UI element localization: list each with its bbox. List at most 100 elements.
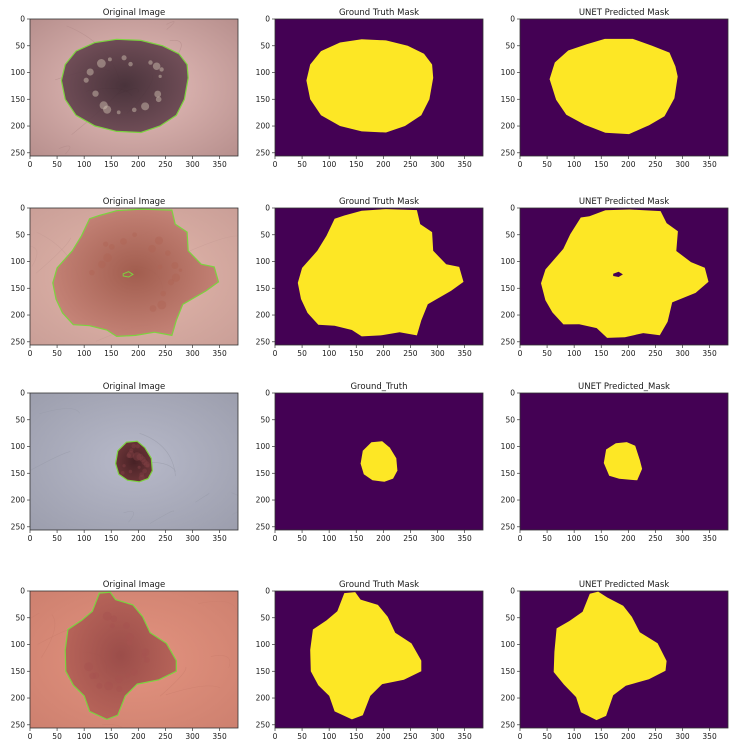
hair-strand: [139, 433, 176, 477]
y-tick-label: 200: [501, 694, 516, 703]
lesion-texture-spot: [116, 686, 123, 692]
lesion-texture-spot: [89, 672, 96, 680]
y-tick-label: 200: [256, 311, 271, 320]
x-tick-label: 150: [349, 349, 364, 358]
y-tick-label: 100: [256, 257, 271, 266]
lesion-texture-spot: [158, 74, 162, 79]
x-tick-label: 200: [131, 160, 146, 169]
lesion-texture-spot: [127, 451, 135, 459]
axes-frame: [274, 590, 484, 729]
y-tick-label: 150: [11, 469, 26, 478]
y-tick-label: 0: [510, 389, 515, 398]
x-tick-label: 0: [518, 349, 523, 358]
lesion-texture-spot: [130, 668, 138, 676]
y-tick-label: 50: [505, 415, 515, 424]
y-tick-label: 0: [20, 204, 25, 213]
y-tick-label: 250: [11, 148, 26, 157]
lesion-texture-spot: [92, 90, 99, 97]
x-tick-label: 350: [457, 160, 472, 169]
lesion-texture-spot: [138, 474, 145, 481]
lesion-texture-spot: [123, 622, 130, 630]
lesion-texture-spot: [159, 67, 164, 72]
lesion-texture-spot: [109, 623, 115, 629]
x-tick-label: 300: [185, 534, 200, 543]
lesion-texture-spot: [104, 681, 113, 691]
x-tick-label: 50: [52, 160, 62, 169]
x-tick-label: 200: [621, 534, 636, 543]
hair-strand: [232, 511, 238, 515]
x-tick-label: 100: [322, 160, 337, 169]
y-tick-label: 50: [505, 613, 515, 622]
x-tick-label: 300: [675, 349, 690, 358]
y-tick-label: 50: [505, 41, 515, 50]
y-tick-label: 200: [11, 122, 26, 131]
x-tick-label: 350: [457, 349, 472, 358]
x-tick-label: 0: [518, 160, 523, 169]
panel-row2-original: Original Image 0 50 100 150 200 250 300 350 0 50 10…: [11, 197, 239, 358]
predicted-region: [603, 442, 643, 481]
y-tick-label: 100: [11, 68, 26, 77]
y-tick-label: 100: [501, 442, 516, 451]
x-tick-label: 0: [28, 534, 33, 543]
lesion-texture-spot: [83, 77, 89, 83]
lesion-texture-spot: [115, 675, 123, 684]
x-tick-label: 200: [621, 732, 636, 741]
y-tick-label: 0: [20, 587, 25, 596]
x-tick-label: 350: [212, 349, 227, 358]
x-tick-label: 50: [297, 732, 307, 741]
ground-truth-region: [297, 209, 464, 337]
x-tick-label: 150: [104, 732, 119, 741]
y-tick-label: 0: [510, 15, 515, 24]
lesion-texture-spot: [120, 238, 127, 245]
x-tick-label: 0: [28, 160, 33, 169]
lesion-contour-inner: [122, 271, 134, 278]
x-tick-label: 350: [457, 732, 472, 741]
x-tick-label: 150: [104, 534, 119, 543]
axes-frame: [519, 392, 729, 531]
predicted-region: [553, 591, 667, 721]
x-tick-label: 150: [104, 349, 119, 358]
x-tick-label: 250: [648, 160, 663, 169]
x-tick-label: 350: [212, 534, 227, 543]
x-tick-label: 200: [131, 732, 146, 741]
y-tick-label: 50: [505, 230, 515, 239]
y-tick-label: 250: [256, 148, 271, 157]
lesion-texture-spot: [141, 648, 150, 656]
axes-frame: [274, 18, 484, 157]
lesion-texture-spot: [157, 264, 163, 270]
lesion-texture-spot: [107, 57, 112, 62]
panel-title: Original Image: [103, 382, 166, 392]
y-tick-label: 250: [256, 337, 271, 346]
hair-strand: [149, 510, 174, 524]
hair-strand: [30, 245, 38, 267]
lesion-texture-spot: [178, 268, 183, 272]
lesion-texture-spot: [108, 243, 115, 250]
axes-frame: [29, 18, 239, 157]
x-tick-label: 100: [567, 349, 582, 358]
y-tick-label: 250: [256, 522, 271, 531]
axes-frame: [274, 392, 484, 531]
x-tick-label: 350: [212, 732, 227, 741]
y-tick-label: 200: [11, 311, 26, 320]
y-tick-label: 200: [501, 311, 516, 320]
x-tick-label: 100: [322, 732, 337, 741]
lesion-texture-spot: [152, 62, 161, 71]
x-tick-label: 300: [675, 732, 690, 741]
lesion-texture-spot: [136, 453, 144, 461]
lesion-texture-spot: [154, 90, 162, 98]
lesion-texture-spot: [103, 253, 112, 263]
panel-title: Original Image: [103, 580, 166, 590]
lesion-texture-spot: [171, 273, 181, 282]
panel-title: Original Image: [103, 197, 166, 207]
lesion-contour: [60, 38, 189, 134]
x-tick-label: 0: [28, 732, 33, 741]
hair-strand: [198, 600, 237, 610]
predicted-region: [549, 38, 678, 135]
x-tick-label: 300: [430, 160, 445, 169]
lesion-texture-spot: [131, 443, 137, 449]
y-tick-label: 0: [265, 587, 270, 596]
x-tick-label: 100: [567, 534, 582, 543]
lesion-texture-spot: [148, 244, 156, 253]
y-tick-label: 100: [11, 442, 26, 451]
